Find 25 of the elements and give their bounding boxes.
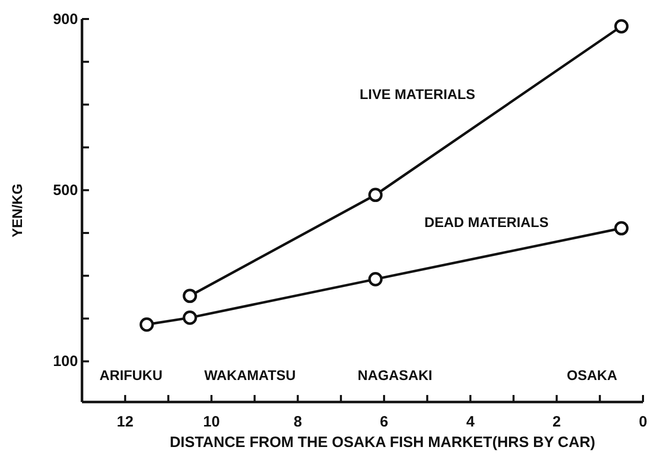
point <box>140 317 154 332</box>
annotation: NAGASAKI <box>358 367 432 383</box>
x-axis-title: DISTANCE FROM THE OSAKA FISH MARKET(HRS BY CAR) <box>170 434 596 451</box>
y-axis-title: YEN/KG <box>9 184 25 238</box>
point <box>182 288 198 304</box>
point <box>182 310 198 325</box>
point <box>614 19 629 34</box>
annotation: ARIFUKU <box>100 367 162 383</box>
x-tick-label: 2 <box>552 414 561 431</box>
annotation: WAKAMATSU <box>204 367 296 383</box>
series-label: LIVE MATERIALS <box>360 86 476 102</box>
y-tick-label: 900 <box>52 10 78 28</box>
y-tick-label: 500 <box>52 182 78 199</box>
point <box>614 221 629 236</box>
series-label: DEAD MATERIALS <box>424 214 549 230</box>
x-tick-label: 0 <box>638 414 648 431</box>
x-tick-label: 6 <box>380 414 388 431</box>
point <box>368 188 383 202</box>
y-tick-label: 100 <box>52 353 78 370</box>
x-tick-label: 10 <box>203 414 220 431</box>
point <box>368 272 383 286</box>
annotation: OSAKA <box>566 367 618 383</box>
x-tick-label: 4 <box>466 414 476 431</box>
x-tick-label: 12 <box>116 414 134 431</box>
x-tick-label: 8 <box>294 414 302 431</box>
